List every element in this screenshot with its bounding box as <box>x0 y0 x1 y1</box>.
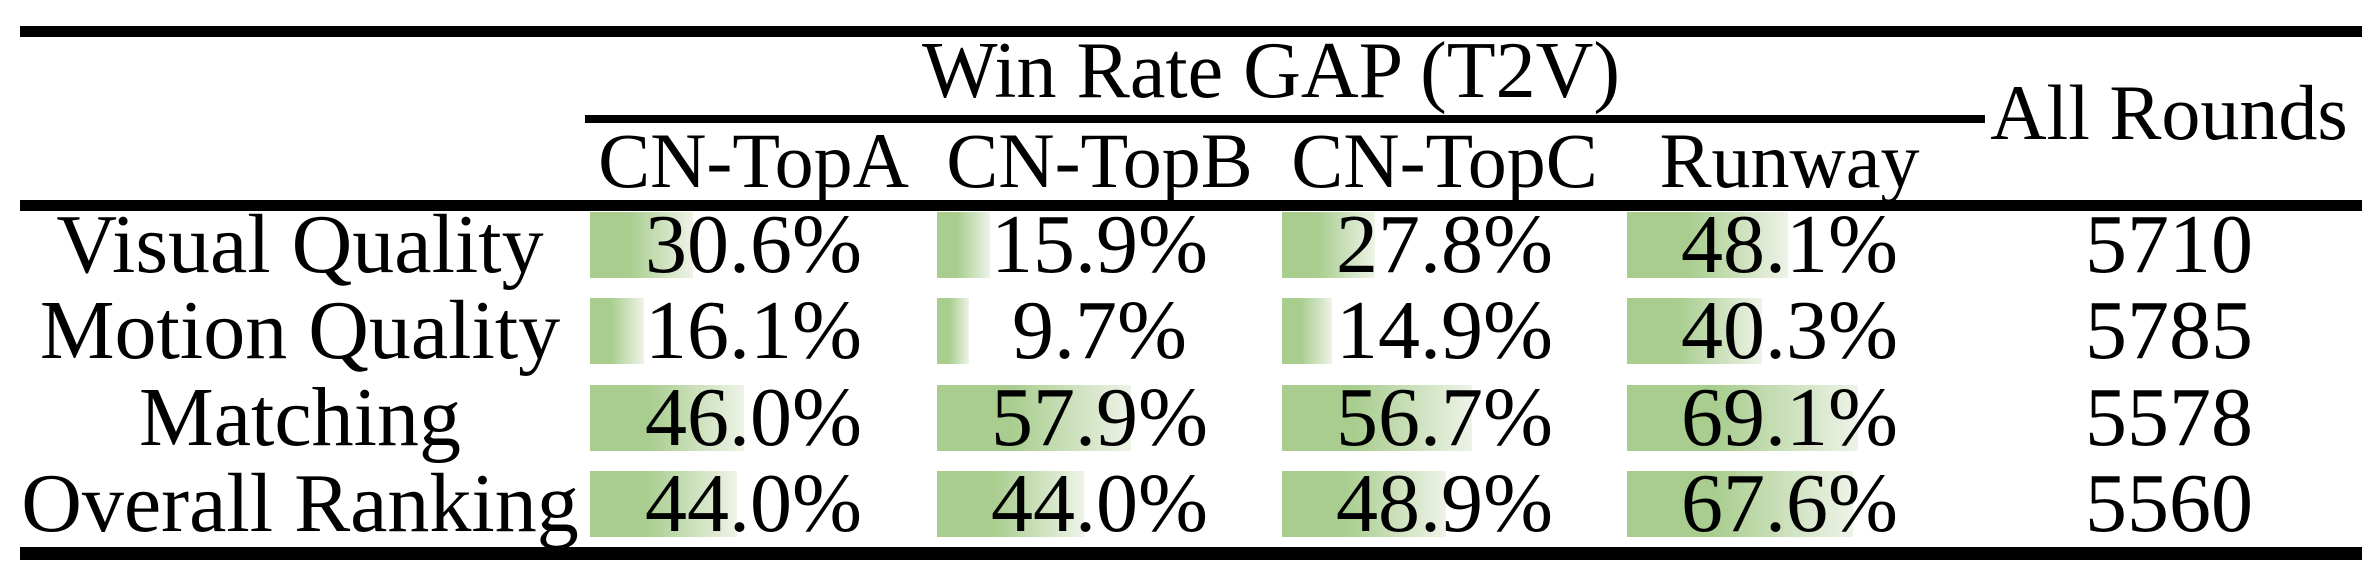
header-rule <box>20 200 2362 211</box>
win-rate-bar <box>1282 471 1446 537</box>
row-label: Overall Ranking <box>21 457 579 550</box>
win-rate-cell: 56.7% <box>1272 376 1617 460</box>
win-rate-value: 67.6% <box>1681 457 1898 550</box>
win-rate-bar <box>937 471 1085 537</box>
win-rate-value: 30.6% <box>645 198 862 291</box>
win-rate-cell: 15.9% <box>927 203 1272 287</box>
win-rate-cell: 44.0% <box>927 462 1272 546</box>
win-rate-value: 48.1% <box>1681 198 1898 291</box>
all-rounds-value: 5578 <box>2085 371 2253 464</box>
win-rate-value: 16.1% <box>645 284 862 377</box>
win-rate-bar <box>590 212 693 278</box>
win-rate-value: 15.9% <box>991 198 1208 291</box>
win-rate-bar <box>590 298 644 364</box>
win-rate-bar <box>1282 212 1376 278</box>
win-rate-bar <box>1282 385 1472 451</box>
column-header-cn-topa: CN-TopA <box>598 116 909 204</box>
win-rate-value: 27.8% <box>1336 198 1553 291</box>
win-rate-cell: 40.3% <box>1617 289 1962 373</box>
table-row-motion-quality: Motion Quality 16.1% 9.7% 14.9% 40.3% 57… <box>0 284 2376 377</box>
win-rate-bar <box>937 385 1131 451</box>
win-rate-bar <box>590 471 738 537</box>
win-rate-bar <box>937 212 991 278</box>
win-rate-value: 48.9% <box>1336 457 1553 550</box>
win-rate-cell: 69.1% <box>1617 376 1962 460</box>
win-rate-bar <box>1627 385 1859 451</box>
win-rate-cell: 48.9% <box>1272 462 1617 546</box>
win-rate-cell: 57.9% <box>927 376 1272 460</box>
win-rate-cell: 48.1% <box>1617 203 1962 287</box>
win-rate-cell: 16.1% <box>580 289 927 373</box>
win-rate-value: 57.9% <box>991 371 1208 464</box>
win-rate-cell: 46.0% <box>580 376 927 460</box>
top-rule <box>20 26 2362 37</box>
bottom-rule <box>20 547 2362 560</box>
column-header-all-rounds: All Rounds <box>1990 69 2348 156</box>
row-label: Visual Quality <box>56 198 544 291</box>
win-rate-value: 14.9% <box>1336 284 1553 377</box>
all-rounds-value: 5560 <box>2085 457 2253 550</box>
table-row-overall-ranking: Overall Ranking 44.0% 44.0% 48.9% 67.6% … <box>0 457 2376 550</box>
win-rate-value: 44.0% <box>991 457 1208 550</box>
win-rate-value: 69.1% <box>1681 371 1898 464</box>
win-rate-value: 46.0% <box>645 371 862 464</box>
win-rate-value: 9.7% <box>1012 284 1187 377</box>
row-label: Matching <box>139 371 461 464</box>
win-rate-value: 40.3% <box>1681 284 1898 377</box>
win-rate-bar <box>1627 298 1762 364</box>
win-rate-bar <box>937 298 970 364</box>
win-rate-bar <box>1282 298 1332 364</box>
win-rate-cell: 44.0% <box>580 462 927 546</box>
win-rate-cell: 14.9% <box>1272 289 1617 373</box>
win-rate-bar <box>1627 212 1789 278</box>
win-rate-cell: 9.7% <box>927 289 1272 373</box>
win-rate-bar <box>1627 471 1854 537</box>
column-header-runway: Runway <box>1659 116 1920 204</box>
win-rate-value: 56.7% <box>1336 371 1553 464</box>
table-row-matching: Matching 46.0% 57.9% 56.7% 69.1% 5578 <box>0 371 2376 464</box>
all-rounds-value: 5785 <box>2085 284 2253 377</box>
column-header-cn-topc: CN-TopC <box>1291 116 1598 204</box>
cmidrule <box>585 115 1985 123</box>
table-row-visual-quality: Visual Quality 30.6% 15.9% 27.8% 48.1% 5… <box>0 198 2376 291</box>
row-label: Motion Quality <box>39 284 561 377</box>
table-spanner-title: Win Rate GAP (T2V) <box>921 26 1621 115</box>
win-rate-bar <box>590 385 745 451</box>
win-rate-cell: 30.6% <box>580 203 927 287</box>
win-rate-cell: 67.6% <box>1617 462 1962 546</box>
win-rate-cell: 27.8% <box>1272 203 1617 287</box>
column-header-cn-topb: CN-TopB <box>946 116 1253 204</box>
all-rounds-value: 5710 <box>2085 198 2253 291</box>
win-rate-value: 44.0% <box>645 457 862 550</box>
